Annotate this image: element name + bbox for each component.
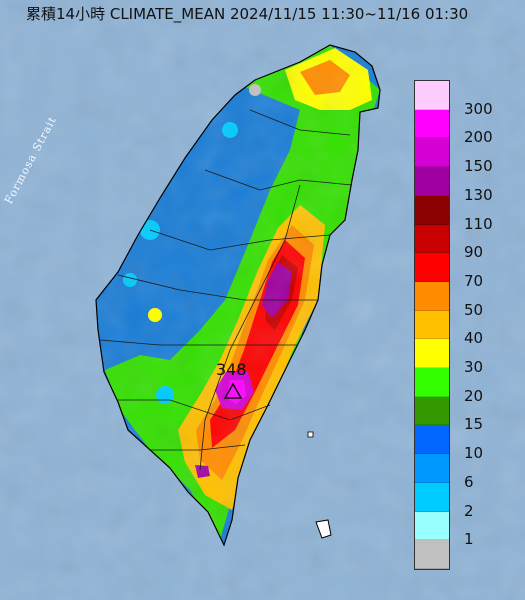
legend-swatch xyxy=(415,224,449,254)
legend-label: 15 xyxy=(464,415,484,434)
legend-label: 300 xyxy=(464,99,493,118)
orchid-island xyxy=(307,431,314,438)
legend-label: 70 xyxy=(464,271,484,290)
legend-label: 10 xyxy=(464,444,484,463)
legend-label: 130 xyxy=(464,185,493,204)
legend-swatch xyxy=(415,195,449,225)
map-title: 累積14小時 CLIMATE_MEAN 2024/11/15 11:30~11/… xyxy=(26,5,469,23)
legend-swatch xyxy=(415,396,449,426)
legend-swatch xyxy=(415,81,449,110)
legend-labels: 300 200 150 130 110 90 70 50 40 30 20 15 10 6 2 1 xyxy=(452,80,522,568)
legend-label: 150 xyxy=(464,157,493,176)
legend-label: 30 xyxy=(464,358,484,377)
peak-value: 348 xyxy=(216,360,247,379)
legend-label: 2 xyxy=(464,501,474,520)
legend-label: 20 xyxy=(464,386,484,405)
legend-swatch xyxy=(415,339,449,369)
legend-label: 90 xyxy=(464,243,484,262)
legend-swatch xyxy=(415,310,449,340)
legend-label: 50 xyxy=(464,300,484,319)
legend-swatch xyxy=(415,425,449,455)
legend-swatch xyxy=(415,138,449,168)
legend-label: 110 xyxy=(464,214,493,233)
legend-swatch xyxy=(415,167,449,196)
legend-swatch xyxy=(415,368,449,397)
legend-swatch xyxy=(415,109,449,139)
legend-label: 1 xyxy=(464,530,474,549)
legend-label: 40 xyxy=(464,329,484,348)
legend-swatch xyxy=(415,253,449,282)
legend-label: 6 xyxy=(464,472,474,491)
legend-swatch xyxy=(415,511,449,541)
legend-swatch xyxy=(415,454,449,483)
legend-swatch xyxy=(415,281,449,311)
peak-triangle-icon xyxy=(223,382,243,399)
taiwan-outline xyxy=(95,44,381,547)
legend-swatch xyxy=(415,482,449,512)
legend-label: 200 xyxy=(464,128,493,147)
legend-swatch xyxy=(415,540,449,569)
legend-colorbar xyxy=(414,80,450,570)
green-island xyxy=(315,519,332,539)
county-borders xyxy=(99,109,353,471)
